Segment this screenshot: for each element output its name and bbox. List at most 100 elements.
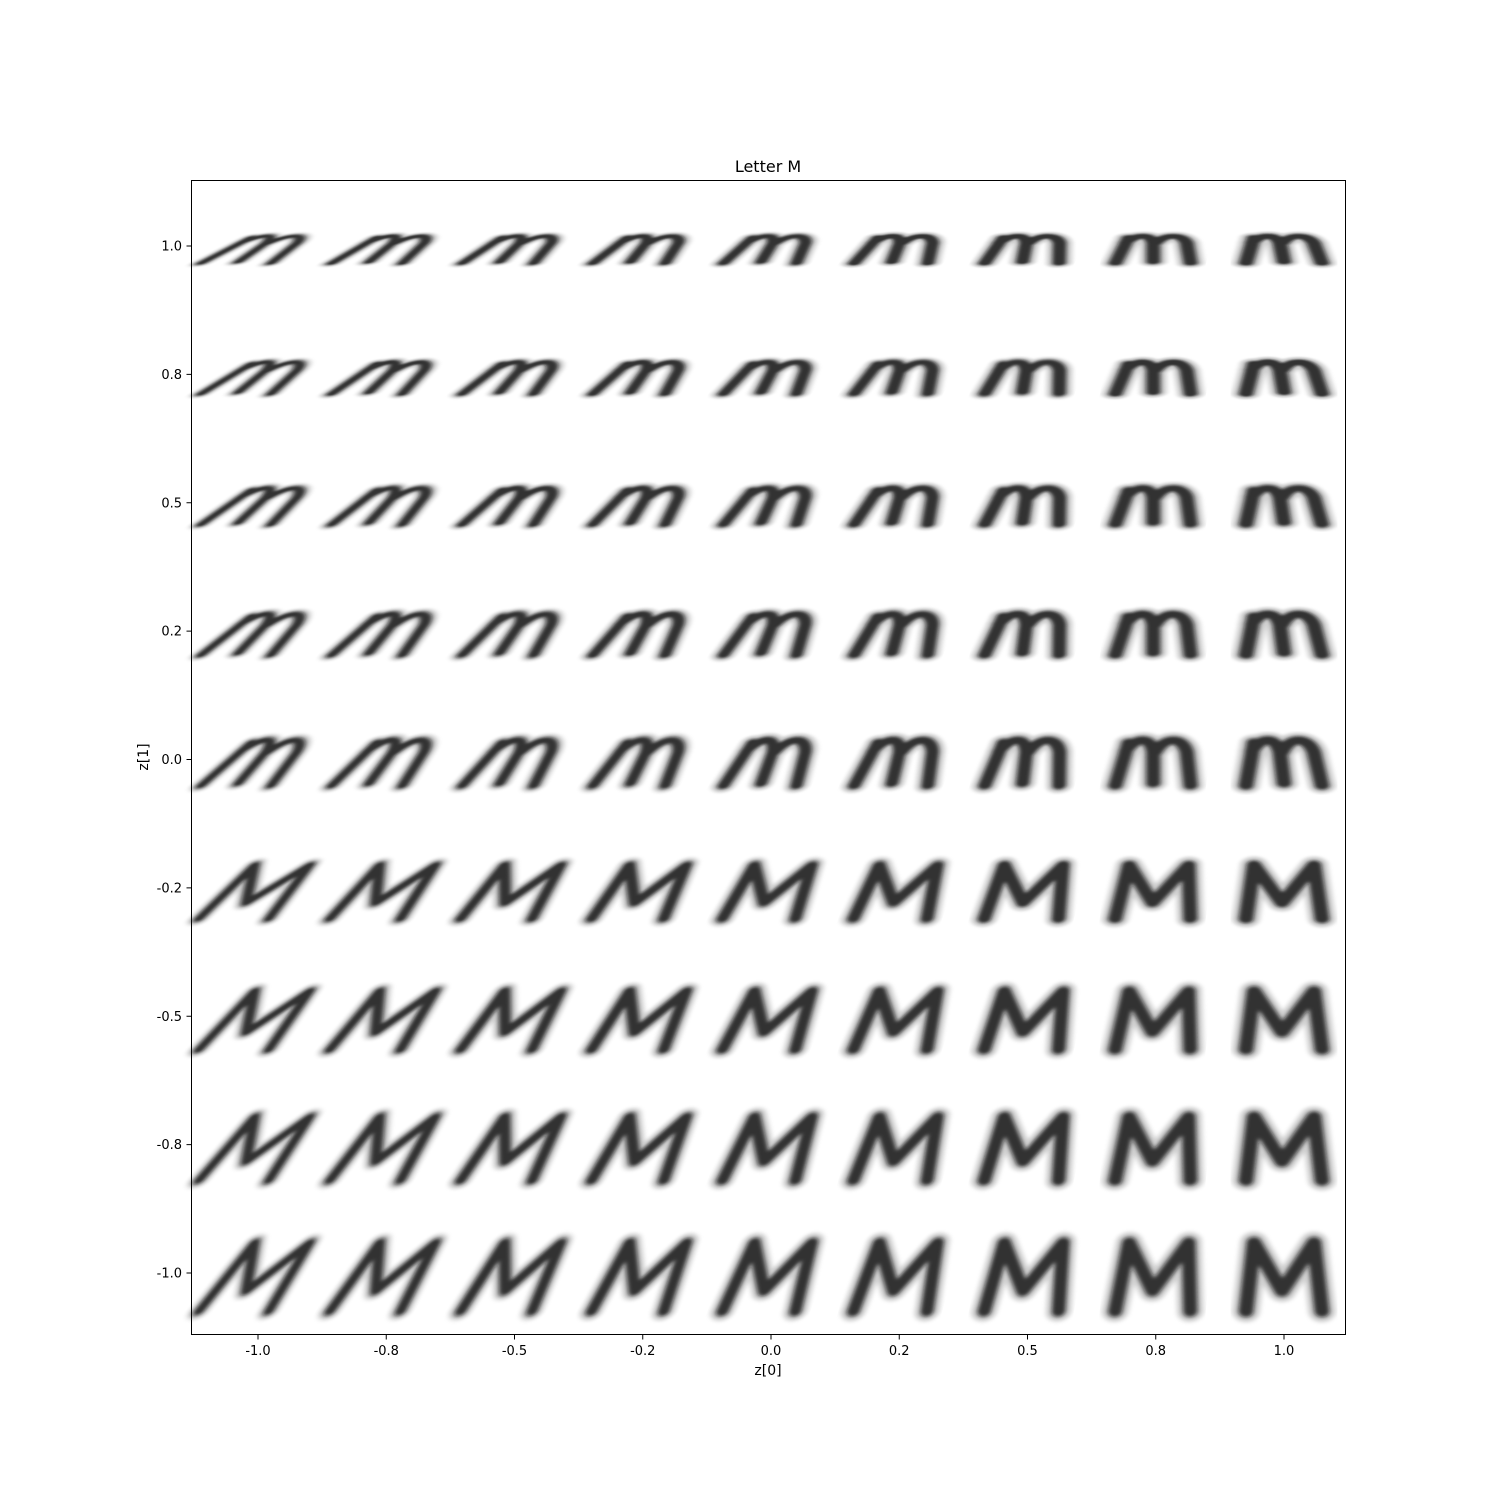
glyph-cell <box>580 482 691 530</box>
glyph-cell <box>187 1108 322 1189</box>
glyph-cell <box>1101 732 1205 794</box>
glyph-stroke <box>846 1111 945 1186</box>
glyph-stroke <box>192 1112 316 1185</box>
glyph-cell <box>709 1107 825 1190</box>
glyph-stroke <box>715 1112 819 1186</box>
y-tick-label: 0.5 <box>161 496 182 511</box>
glyph-stroke <box>586 611 686 659</box>
glyph-cell <box>1232 856 1336 928</box>
y-tick-label: 0.0 <box>161 753 182 768</box>
x-tick-label: -0.8 <box>374 1344 399 1359</box>
glyph-cell <box>1101 1106 1204 1191</box>
glyph-cell <box>709 857 825 927</box>
glyph-stroke <box>456 359 559 397</box>
glyph-cell <box>450 357 565 399</box>
glyph-stroke <box>325 234 432 266</box>
glyph-cell <box>1232 231 1336 268</box>
glyph-cell <box>1101 856 1204 928</box>
x-tick-label: 0.8 <box>1145 1344 1166 1359</box>
glyph-cell <box>450 733 565 793</box>
glyph-cell <box>448 983 573 1058</box>
glyph-cell <box>319 608 438 661</box>
y-tick-label: -0.8 <box>157 1138 182 1153</box>
glyph-cell <box>580 357 691 399</box>
glyph-cell <box>187 983 322 1057</box>
glyph-stroke <box>585 861 693 923</box>
y-tick-label: 0.2 <box>161 625 182 640</box>
glyph-stroke <box>715 986 819 1054</box>
glyph-stroke <box>585 1237 693 1317</box>
glyph-stroke <box>846 1237 945 1317</box>
glyph-cell <box>1101 607 1205 662</box>
glyph-cell <box>971 607 1073 662</box>
glyph-cell <box>448 857 573 926</box>
glyph-stroke <box>454 861 568 923</box>
glyph-stroke <box>454 1112 568 1185</box>
chart-title: Letter M <box>735 157 801 176</box>
glyph-stroke <box>1107 1237 1198 1317</box>
glyph-cell <box>319 733 438 793</box>
glyph-cell <box>971 482 1073 531</box>
glyph-cell <box>1232 481 1336 531</box>
glyph-stroke <box>325 736 432 789</box>
glyph-cell <box>971 1107 1077 1191</box>
glyph-cell <box>841 607 946 662</box>
glyph-cell <box>317 1108 448 1189</box>
glyph-stroke <box>717 610 812 659</box>
y-axis: 1.0 0.8 0.5 0.2 0.0 -0.2 -0.5 -0.8 -1.0 <box>157 240 192 1282</box>
y-tick-label: 0.8 <box>161 368 182 383</box>
glyph-stroke <box>1238 610 1330 659</box>
glyph-cell <box>317 1233 448 1321</box>
glyph-cell <box>580 608 691 662</box>
glyph-cell <box>841 733 946 793</box>
glyph-cell <box>579 857 699 927</box>
glyph-stroke <box>977 1237 1070 1317</box>
glyph-cell <box>711 607 818 662</box>
glyph-cell <box>580 232 691 268</box>
glyph-stroke <box>323 1112 442 1185</box>
glyph-stroke <box>847 359 940 397</box>
glyph-stroke <box>1238 233 1330 266</box>
glyph-stroke <box>195 360 306 396</box>
glyph-cell <box>711 482 818 531</box>
glyph-stroke <box>192 861 316 923</box>
glyph-cell <box>971 856 1077 927</box>
glyph-cell <box>711 733 818 793</box>
glyph-stroke <box>977 736 1067 790</box>
x-tick-label: 1.0 <box>1274 1344 1295 1359</box>
glyph-stroke <box>1108 359 1198 397</box>
glyph-stroke <box>1238 359 1330 397</box>
glyph-cell <box>317 983 448 1058</box>
glyph-cell <box>1232 607 1336 663</box>
glyph-cell <box>840 1232 951 1322</box>
glyph-stroke <box>1107 860 1198 924</box>
y-axis-label: z[1] <box>136 743 152 770</box>
glyph-stroke <box>1108 736 1198 790</box>
glyph-cell <box>1232 1231 1336 1323</box>
glyph-cell <box>187 858 322 926</box>
glyph-cell <box>1101 231 1205 268</box>
glyph-cell <box>840 982 951 1059</box>
glyph-stroke <box>195 737 306 789</box>
glyph-stroke <box>192 1238 316 1316</box>
glyph-cell <box>579 982 699 1058</box>
glyph-cell <box>971 357 1073 399</box>
glyph-cell <box>319 357 438 399</box>
glyph-cell <box>187 1234 322 1320</box>
x-tick-label: 0.5 <box>1017 1344 1038 1359</box>
glyph-cell <box>711 357 818 399</box>
y-tick-label: -0.5 <box>157 1010 182 1025</box>
glyph-cell <box>189 734 312 792</box>
x-tick-label: -1.0 <box>245 1344 270 1359</box>
glyph-stroke <box>847 610 940 659</box>
glyph-stroke <box>1107 1111 1198 1186</box>
glyph-stroke <box>192 987 316 1054</box>
glyph-stroke <box>1108 484 1198 528</box>
glyph-stroke <box>195 485 306 527</box>
glyph-cell <box>841 231 946 268</box>
glyph-stroke <box>323 987 442 1054</box>
glyph-stroke <box>717 736 812 790</box>
glyph-stroke <box>586 736 686 790</box>
glyph-cell <box>1232 732 1336 794</box>
glyph-stroke <box>977 485 1067 528</box>
